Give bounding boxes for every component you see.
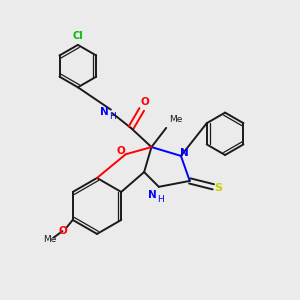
- Text: O: O: [140, 97, 149, 107]
- Text: O: O: [116, 146, 125, 156]
- Text: N: N: [180, 148, 189, 158]
- Text: O: O: [58, 226, 67, 236]
- Text: H: H: [109, 112, 116, 121]
- Text: N: N: [148, 190, 157, 200]
- Text: N: N: [100, 107, 108, 117]
- Text: Cl: Cl: [73, 31, 83, 41]
- Text: Me: Me: [44, 235, 57, 244]
- Text: S: S: [214, 183, 223, 193]
- Text: Me: Me: [169, 115, 182, 124]
- Text: H: H: [157, 195, 164, 204]
